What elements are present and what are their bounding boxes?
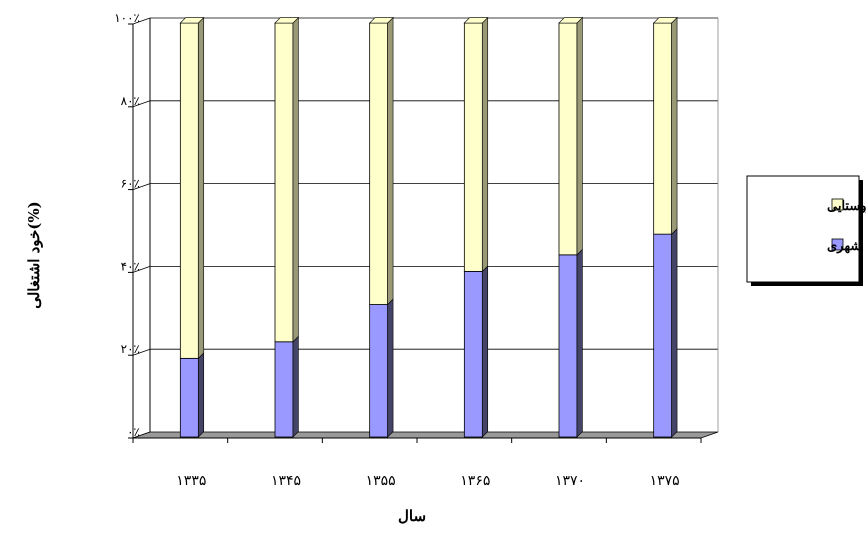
- chart-axes: ۰٪ ۲۰٪ ۴۰٪ ۶۰٪ ۸۰٪ ۱۰۰٪ ۱۳۳۵ ۱۳۴۵ ۱۳۵۵ ۱۳۶۵ ۱۳۷۰ ۱۳…: [114, 11, 702, 489]
- x-tick-label: ۱۳۷۵: [650, 473, 680, 489]
- legend-swatch: [831, 238, 844, 251]
- chart-bars: [179, 16, 678, 438]
- x-tick-label: ۱۳۵۵: [366, 473, 396, 489]
- x-tick-label: ۱۳۷۰: [555, 473, 585, 489]
- bar-side-face: [671, 16, 678, 235]
- wall-diagonal: [132, 183, 151, 190]
- bar-top-face: [179, 17, 205, 24]
- bar-top-face: [368, 17, 394, 24]
- x-axis-title: سال: [398, 507, 426, 525]
- bar-side-face: [576, 248, 583, 438]
- bar-side-face: [482, 16, 489, 273]
- wall-diagonal: [132, 100, 151, 108]
- bar-side-face: [387, 16, 394, 306]
- y-tick-label: ۴۰٪: [121, 259, 140, 273]
- bar-side-face: [671, 228, 678, 438]
- bar-segment: [369, 22, 389, 305]
- x-tick-label: ۱۳۳۵: [176, 473, 206, 489]
- bar-segment: [179, 357, 199, 438]
- bar-segment: [558, 22, 578, 256]
- x-tick-label: ۱۳۶۵: [460, 473, 490, 489]
- bar-segment: [653, 22, 673, 235]
- legend-swatch: [831, 198, 844, 211]
- bar-segment: [653, 233, 673, 438]
- bar-top-face: [463, 17, 489, 24]
- wall-diagonal: [132, 348, 151, 356]
- chart-legend: نقاط روستایی نقاط شهری: [746, 175, 866, 286]
- legend-label: نقاط روستایی: [827, 199, 866, 214]
- bar-segment: [558, 254, 578, 438]
- y-tick-label: ۰٪: [127, 425, 140, 439]
- bar-side-face: [387, 298, 394, 438]
- chart-floor-plane: [132, 431, 719, 439]
- bar-top-face: [652, 17, 678, 24]
- bar-side-face: [576, 16, 583, 256]
- bar-top-face: [274, 17, 300, 24]
- y-tick-label: ۱۰۰٪: [114, 11, 140, 25]
- y-tick-label: ۲۰٪: [121, 342, 140, 356]
- y-tick-label: ۸۰٪: [121, 94, 140, 108]
- bar-side-face: [198, 352, 205, 438]
- bar-side-face: [198, 16, 205, 360]
- chart-gridlines: [132, 17, 719, 439]
- wall-diagonal: [132, 266, 151, 273]
- bar-segment: [369, 304, 389, 438]
- legend-box: [746, 175, 860, 283]
- chart-floor: [132, 431, 719, 439]
- bar-segment: [179, 22, 199, 359]
- bar-segment: [463, 22, 483, 272]
- bar-side-face: [482, 265, 489, 438]
- bar-side-face: [292, 16, 299, 343]
- bar-segment: [274, 22, 294, 343]
- legend-label: نقاط شهری: [827, 239, 866, 254]
- bar-side-face: [292, 335, 299, 438]
- wall-diagonal: [132, 17, 151, 25]
- y-tick-label: ۶۰٪: [121, 177, 140, 191]
- bar-top-face: [558, 17, 584, 24]
- bar-segment: [274, 341, 294, 438]
- x-tick-label: ۱۳۴۵: [271, 473, 301, 489]
- y-axis-title: خود اشتغالی(%): [25, 201, 43, 309]
- bar-segment: [463, 270, 483, 438]
